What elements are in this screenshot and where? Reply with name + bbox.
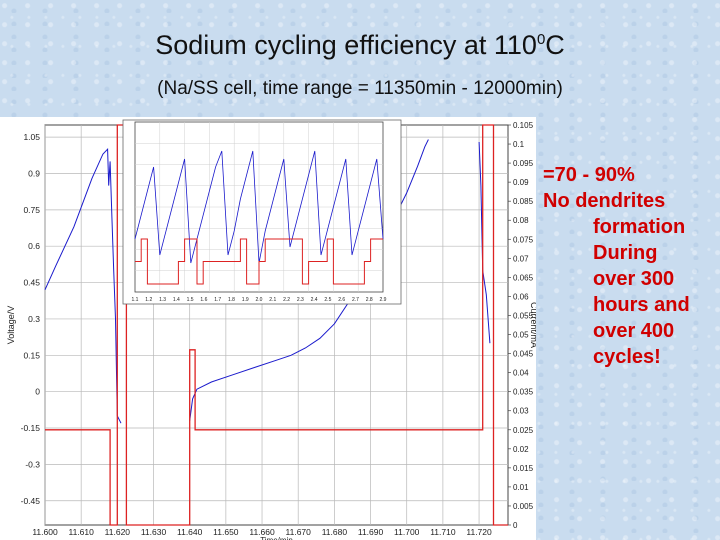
voltage-series-line-1 [44, 147, 122, 424]
inset-x-tick-label: 1.9 [242, 297, 249, 303]
y2-tick-label: 0.045 [513, 350, 534, 359]
title-unit: C [545, 30, 565, 60]
y2-tick-label: 0.1 [513, 140, 525, 149]
note-line-1: No dendrites [543, 190, 666, 212]
inset-x-tick-label: 1.6 [200, 297, 207, 303]
y-tick-label: 0.6 [28, 241, 40, 251]
inset-x-tick-label: 2.2 [283, 297, 290, 303]
y-tick-label: 1.05 [23, 132, 40, 142]
y2-tick-label: 0.09 [513, 178, 529, 187]
slide-subtitle: (Na/SS cell, time range = 11350min - 120… [157, 78, 563, 99]
y2-tick-label: 0.075 [513, 235, 534, 244]
y2-tick-label: 0.065 [513, 273, 534, 282]
inset-x-tick-label: 1.2 [145, 297, 152, 303]
x-tick-label: 11.660 [249, 527, 275, 537]
y2-tick-label: 0.005 [513, 502, 534, 511]
y2-tick-label: 0.08 [513, 216, 529, 225]
y-tick-label: -0.45 [21, 496, 41, 506]
chart-panel: 11.600 11.610 11.620 11.630 11.640 11.650 11.6… [0, 117, 536, 540]
inset-x-tick-label: 2.7 [352, 297, 359, 303]
y2-tick-label: 0.095 [513, 159, 534, 168]
inset-x-tick-label: 1.4 [173, 297, 180, 303]
note-line-4: over 300 [593, 268, 675, 290]
notes-panel: =70 - 90% No dendrites formation During … [543, 162, 720, 370]
x-tick-label: 11.670 [286, 527, 312, 537]
y-tick-label: 0.45 [23, 278, 40, 288]
y2-tick-label: 0.085 [513, 197, 534, 206]
y2-tick-label: 0 [513, 521, 518, 530]
y-tick-label: 0.75 [23, 205, 40, 215]
y2-tick-label: 0.04 [513, 369, 529, 378]
y-axis-label: Voltage/V [6, 306, 16, 345]
note-line-6: over 400 [593, 320, 675, 342]
y2-tick-label: 0.03 [513, 407, 529, 416]
inset-x-tick-label: 2.5 [324, 297, 331, 303]
inset-x-tick-label: 2.3 [297, 297, 304, 303]
x-tick-label: 11.680 [322, 527, 348, 537]
y2-tick-label: 0.035 [513, 388, 534, 397]
inset-x-tick-label: 2.9 [380, 297, 387, 303]
inset-x-tick-label: 1.1 [132, 297, 139, 303]
x-tick-label: 11.710 [430, 527, 456, 537]
inset-x-tick-label: 1.8 [228, 297, 235, 303]
y2-tick-label: 0.07 [513, 254, 529, 263]
current-series-line [45, 124, 508, 526]
x-tick-label: 11.600 [32, 527, 58, 537]
x-axis-label: Time/min [260, 536, 293, 540]
note-line-7: cycles! [593, 346, 661, 368]
inset-x-tick-label: 1.7 [214, 297, 221, 303]
y2-tick-label: 0.05 [513, 331, 529, 340]
x-tick-label: 11.650 [213, 527, 239, 537]
y2-tick-label: 0.01 [513, 483, 529, 492]
x-tick-label: 11.640 [177, 527, 203, 537]
y2-tick-label: 0.025 [513, 426, 534, 435]
y2-tick-label: 0.105 [513, 121, 534, 130]
y2-tick-label: 0.06 [513, 292, 529, 301]
y-tick-label: 0.9 [28, 168, 40, 178]
x-tick-label: 11.610 [68, 527, 94, 537]
x-tick-label: 11.700 [394, 527, 420, 537]
x-tick-label: 11.630 [141, 527, 167, 537]
y-tick-label: -0.15 [21, 423, 41, 433]
note-line-2: formation [593, 216, 686, 238]
inset-x-tick-label: 2.6 [338, 297, 345, 303]
cycling-chart: 11.600 11.610 11.620 11.630 11.640 11.650 11.6… [6, 119, 536, 540]
x-tick-label: 11.620 [105, 527, 131, 537]
y-tick-label: 0.15 [23, 350, 40, 360]
inset-x-tick-label: 1.5 [187, 297, 194, 303]
inset-x-tick-label: 2.4 [311, 297, 318, 303]
inset-current-line [135, 238, 383, 285]
inset-x-tick-label: 2.1 [269, 297, 276, 303]
y2-axis-label: Current/mA [529, 302, 536, 348]
x-tick-label: 11.690 [358, 527, 384, 537]
voltage-series-line-2 [189, 139, 429, 421]
slide-title: Sodium cycling efficiency at 1100C [0, 30, 720, 61]
y2-tick-label: 0.055 [513, 311, 534, 320]
inset-x-tick-label: 1.3 [159, 297, 166, 303]
inset-x-tick-label: 2.0 [256, 297, 263, 303]
title-superscript: 0 [536, 31, 546, 48]
y-tick-label: 0.3 [28, 314, 40, 324]
voltage-series-line-3 [478, 141, 491, 344]
y2-tick-label: 0.02 [513, 445, 529, 454]
note-efficiency: =70 - 90% [543, 164, 635, 186]
y2-tick-label: 0.015 [513, 464, 534, 473]
note-line-5: hours and [593, 294, 690, 316]
note-line-3: During [593, 242, 658, 264]
y-tick-label: -0.3 [25, 459, 40, 469]
y-tick-label: 0 [35, 387, 40, 397]
x-tick-label: 11.720 [466, 527, 492, 537]
inset-x-tick-label: 2.8 [366, 297, 373, 303]
title-text: Sodium cycling efficiency at 110 [155, 30, 537, 60]
